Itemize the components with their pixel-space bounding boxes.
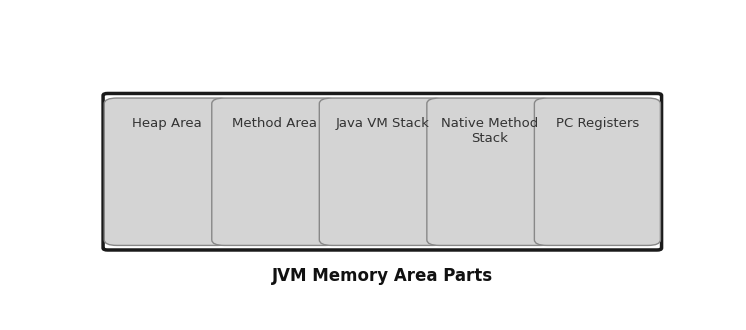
FancyBboxPatch shape bbox=[534, 98, 660, 246]
FancyBboxPatch shape bbox=[103, 93, 662, 250]
FancyBboxPatch shape bbox=[212, 98, 338, 246]
Text: Java VM Stack: Java VM Stack bbox=[336, 117, 429, 130]
FancyBboxPatch shape bbox=[319, 98, 445, 246]
FancyBboxPatch shape bbox=[104, 98, 231, 246]
Text: Native Method
Stack: Native Method Stack bbox=[441, 117, 539, 145]
Text: JVM Memory Area Parts: JVM Memory Area Parts bbox=[272, 267, 493, 285]
Text: Heap Area: Heap Area bbox=[132, 117, 202, 130]
FancyBboxPatch shape bbox=[427, 98, 553, 246]
Text: PC Registers: PC Registers bbox=[556, 117, 639, 130]
Text: Method Area: Method Area bbox=[232, 117, 317, 130]
